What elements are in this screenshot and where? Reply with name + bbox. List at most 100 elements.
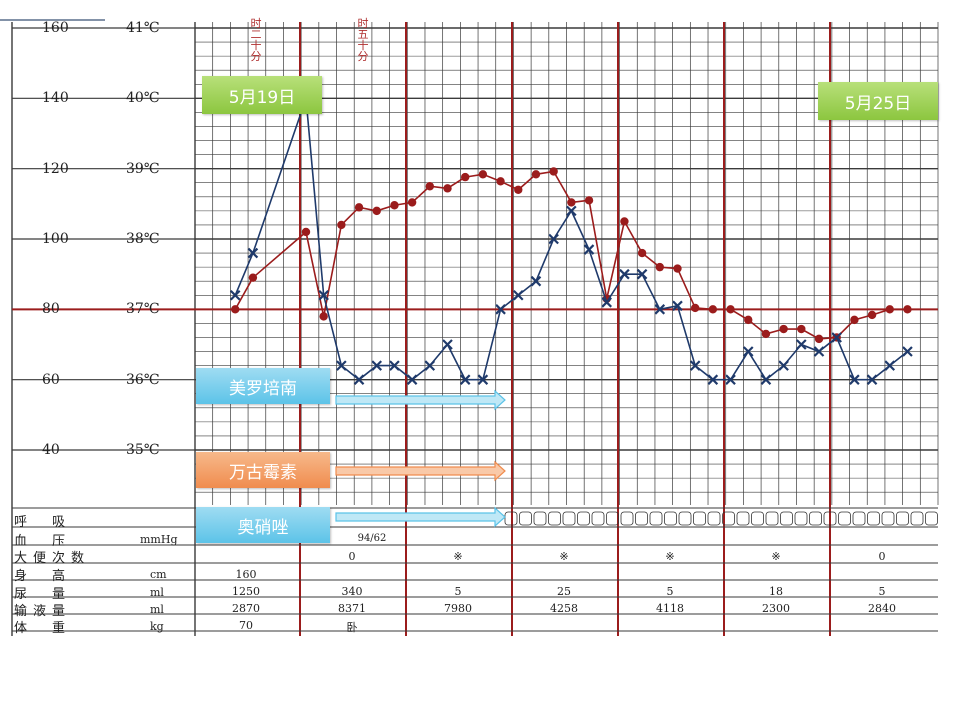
row-label-infusion: 输液量 xyxy=(14,604,72,619)
temperature-point xyxy=(850,315,859,325)
temperature-point xyxy=(248,273,258,282)
temperature-point xyxy=(354,203,364,212)
urine-day5: 5 xyxy=(666,585,674,598)
temperature-point xyxy=(867,310,877,320)
temperature-point xyxy=(708,305,718,314)
infusion-day3: 7980 xyxy=(444,602,472,615)
resp-cell xyxy=(852,511,866,526)
unit-infusion: ml xyxy=(150,603,164,616)
row-label-urine: 尿 量 xyxy=(14,587,72,602)
pulse-point xyxy=(902,346,913,357)
pulse-point xyxy=(778,360,789,371)
resp-cell xyxy=(707,511,721,526)
resp-cell xyxy=(722,511,735,526)
row-label-respiration: 呼 吸 xyxy=(14,515,72,530)
temperature-point xyxy=(301,227,311,237)
stool-day6: ※ xyxy=(771,550,781,563)
resp-cell xyxy=(925,511,938,526)
resp-cell xyxy=(896,511,909,526)
temperature-point xyxy=(461,172,470,182)
temperature-point xyxy=(478,170,488,179)
urine-day3: 5 xyxy=(454,585,462,598)
weight-day2: 卧 xyxy=(346,621,358,634)
temperature-point xyxy=(673,264,682,273)
pulse-point xyxy=(707,374,719,385)
resp-cell xyxy=(736,511,750,526)
pulse-point xyxy=(336,360,347,371)
temperature-tick-label: 39℃ xyxy=(126,160,160,177)
pulse-point xyxy=(636,268,648,280)
resp-cell xyxy=(693,511,706,526)
row-label-blood-pressure: 血 压 xyxy=(14,534,72,549)
row-label-weight: 体 重 xyxy=(14,621,72,636)
pulse-point xyxy=(566,205,577,217)
temperature-tick-label: 36℃ xyxy=(126,371,160,388)
infusion-day1: 2870 xyxy=(232,602,260,615)
pulse-point xyxy=(530,275,542,287)
pulse-point xyxy=(672,300,683,312)
pulse-point xyxy=(866,374,878,385)
stool-day7: 0 xyxy=(878,550,886,563)
temperature-tick-label: 40℃ xyxy=(126,90,160,107)
pulse-tick-label: 80 xyxy=(42,301,60,318)
meropenem-arrow xyxy=(335,389,506,411)
pulse-point xyxy=(442,339,453,350)
pulse-point xyxy=(389,360,400,371)
temperature-point xyxy=(549,167,558,176)
infusion-day6: 2300 xyxy=(762,602,790,615)
temperature-point xyxy=(655,262,664,272)
resp-cell xyxy=(867,511,880,526)
stool-day3: ※ xyxy=(453,550,463,563)
ornidazole-arrow xyxy=(335,506,506,528)
pulse-point xyxy=(477,374,489,385)
resp-cell xyxy=(533,511,547,526)
pulse-point xyxy=(654,304,666,315)
temperature-point xyxy=(390,201,399,210)
temperature-tick-label: 35℃ xyxy=(126,442,160,458)
vancomycin-arrow xyxy=(335,460,506,482)
bp-value: 94/62 xyxy=(357,533,387,544)
temperature-point xyxy=(797,324,806,334)
temperature-point xyxy=(903,305,912,314)
height-value: 160 xyxy=(235,568,257,581)
pulse-point xyxy=(689,360,701,371)
resp-cell xyxy=(562,511,576,526)
temperature-point xyxy=(337,220,346,230)
resp-cell xyxy=(678,511,692,526)
pulse-point xyxy=(601,297,613,308)
temperature-point xyxy=(761,329,771,339)
temperature-point xyxy=(567,198,576,207)
resp-cell xyxy=(751,511,764,526)
resp-cell xyxy=(664,511,677,526)
resp-cell xyxy=(620,511,634,526)
urine-day2: 340 xyxy=(341,585,363,598)
pulse-point xyxy=(459,374,471,385)
resp-cell xyxy=(519,511,532,526)
temperature-point xyxy=(372,206,381,216)
temperature-point xyxy=(443,184,452,193)
temperature-point xyxy=(620,217,629,226)
pulse-point xyxy=(371,360,383,371)
resp-cell xyxy=(577,511,590,526)
resp-cell xyxy=(881,511,895,526)
unit-bp: mmHg xyxy=(140,533,178,546)
pulse-point xyxy=(548,233,559,245)
temperature-point xyxy=(496,177,505,186)
urine-day6: 18 xyxy=(769,585,783,598)
pulse-point xyxy=(849,374,860,385)
temperature-point xyxy=(584,196,594,205)
temperature-point xyxy=(637,248,647,258)
pulse-point xyxy=(796,339,807,350)
temperature-point xyxy=(726,305,735,314)
annotation-2: 时五十分 xyxy=(357,17,369,63)
temperature-tick-label: 38℃ xyxy=(126,231,160,247)
pulse-point xyxy=(406,374,418,385)
resp-cell xyxy=(838,511,851,526)
pulse-point xyxy=(495,304,506,315)
temperature-point xyxy=(885,305,894,314)
weight-day1: 70 xyxy=(239,619,253,632)
pulse-tick-label: 120 xyxy=(42,160,69,177)
pulse-point xyxy=(813,346,825,357)
pulse-point xyxy=(424,360,436,371)
